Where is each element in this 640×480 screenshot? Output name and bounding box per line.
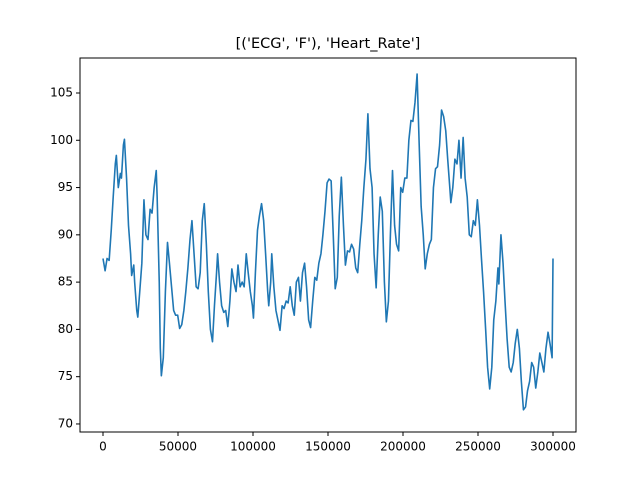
y-tick-label: 85 bbox=[58, 275, 73, 289]
y-tick-label: 75 bbox=[58, 369, 73, 383]
y-tick-label: 80 bbox=[58, 322, 73, 336]
x-tick-label: 100000 bbox=[230, 440, 276, 454]
x-tick-label: 150000 bbox=[305, 440, 351, 454]
y-tick-label: 95 bbox=[58, 180, 73, 194]
x-tick-label: 0 bbox=[99, 440, 107, 454]
y-tick-label: 70 bbox=[58, 416, 73, 430]
x-tick-label: 50000 bbox=[159, 440, 197, 454]
y-tick-label: 90 bbox=[58, 227, 73, 241]
chart-title: [('ECG', 'F'), 'Heart_Rate'] bbox=[236, 36, 421, 52]
line-series bbox=[102, 73, 554, 411]
x-tick-label: 300000 bbox=[530, 440, 576, 454]
y-tick-label: 105 bbox=[50, 85, 73, 99]
x-tick-label: 250000 bbox=[455, 440, 501, 454]
x-tick-label: 200000 bbox=[380, 440, 426, 454]
y-tick-label: 100 bbox=[50, 133, 73, 147]
